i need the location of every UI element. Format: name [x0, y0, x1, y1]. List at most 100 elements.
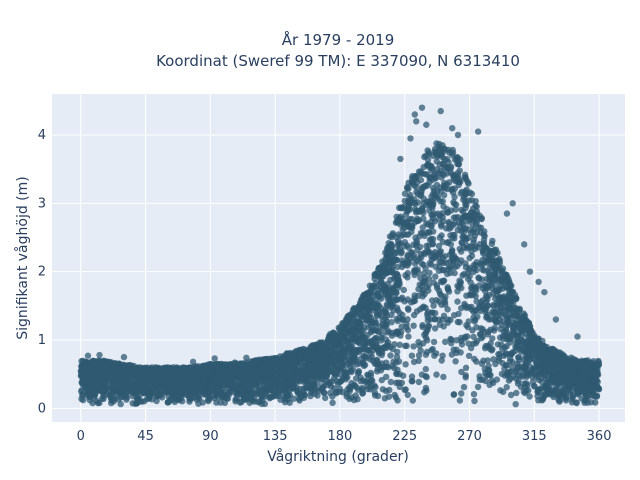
- data-point: [451, 219, 458, 227]
- data-point: [158, 394, 166, 401]
- data-point: [475, 275, 483, 282]
- data-point: [436, 248, 443, 256]
- data-point: [507, 334, 514, 342]
- data-point: [433, 371, 440, 378]
- data-point: [356, 319, 363, 327]
- data-point: [93, 397, 100, 405]
- data-point: [348, 368, 355, 376]
- data-point: [90, 365, 97, 373]
- data-point: [486, 381, 493, 389]
- data-point: [79, 357, 87, 365]
- data-point: [443, 156, 451, 163]
- data-point: [341, 352, 348, 359]
- data-point: [287, 377, 295, 384]
- data-point: [214, 385, 221, 392]
- data-point: [417, 170, 424, 178]
- data-point: [389, 302, 396, 309]
- data-point: [476, 282, 483, 289]
- data-point: [495, 287, 502, 294]
- data-point: [405, 333, 412, 340]
- data-point: [542, 391, 550, 398]
- data-point: [504, 329, 511, 336]
- data-point: [358, 386, 366, 393]
- data-point: [450, 214, 458, 221]
- data-point: [305, 372, 312, 380]
- data-point: [346, 385, 354, 392]
- data-point: [199, 399, 206, 406]
- data-point: [518, 317, 525, 324]
- data-point: [423, 220, 430, 227]
- data-point: [434, 195, 441, 202]
- data-point: [584, 368, 591, 375]
- data-point: [417, 251, 424, 258]
- data-point: [486, 251, 493, 258]
- data-point: [420, 270, 428, 277]
- data-point: [440, 192, 448, 199]
- data-point: [334, 339, 341, 347]
- data-point: [78, 395, 85, 403]
- data-point: [389, 345, 396, 353]
- data-point: [383, 373, 390, 381]
- data-point: [355, 348, 363, 356]
- data-point: [445, 218, 453, 226]
- data-point: [408, 373, 416, 380]
- data-point: [178, 391, 186, 398]
- data-point: [378, 278, 385, 285]
- data-point: [595, 360, 603, 368]
- data-point: [399, 311, 406, 319]
- data-point: [480, 240, 488, 247]
- data-point: [107, 375, 115, 382]
- data-point: [490, 310, 497, 317]
- data-point: [421, 389, 428, 396]
- data-point: [550, 354, 558, 361]
- data-point: [437, 167, 444, 175]
- data-point: [470, 333, 477, 341]
- data-point: [388, 266, 396, 273]
- data-point: [463, 292, 470, 299]
- data-point: [483, 314, 490, 321]
- data-point: [444, 306, 451, 313]
- data-point: [487, 326, 494, 333]
- data-point: [415, 378, 423, 386]
- data-point: [429, 240, 436, 248]
- data-point: [408, 249, 415, 256]
- data-point: [449, 246, 456, 254]
- data-point: [483, 258, 490, 265]
- data-point: [439, 352, 446, 359]
- data-point: [268, 387, 276, 394]
- data-point: [402, 386, 409, 393]
- data-point: [503, 384, 510, 391]
- data-point: [260, 390, 268, 397]
- data-point: [431, 316, 439, 323]
- data-point: [526, 393, 533, 400]
- data-point: [426, 260, 433, 267]
- data-point: [468, 284, 475, 292]
- data-point: [386, 386, 393, 394]
- data-point: [518, 325, 525, 333]
- data-point: [404, 274, 411, 281]
- data-point: [403, 231, 410, 238]
- data-point: [401, 190, 409, 197]
- data-point: [308, 380, 315, 387]
- data-point: [334, 380, 342, 387]
- data-points: [77, 104, 603, 408]
- data-point: [470, 340, 477, 347]
- data-point: [368, 318, 375, 325]
- data-point: [509, 305, 516, 313]
- data-point: [404, 316, 411, 323]
- data-point: [406, 206, 414, 213]
- data-point: [408, 175, 416, 182]
- data-point: [488, 347, 495, 354]
- data-point: [412, 205, 419, 213]
- data-point: [398, 323, 405, 330]
- data-point: [497, 276, 504, 283]
- data-point: [528, 367, 535, 375]
- data-point: [389, 284, 396, 291]
- data-point: [428, 163, 435, 170]
- data-point: [433, 350, 440, 357]
- data-point: [425, 322, 433, 330]
- data-point: [295, 395, 303, 402]
- chart-title-line-2: Koordinat (Sweref 99 TM): E 337090, N 63…: [156, 52, 520, 70]
- data-point: [322, 394, 329, 402]
- data-point: [326, 380, 334, 387]
